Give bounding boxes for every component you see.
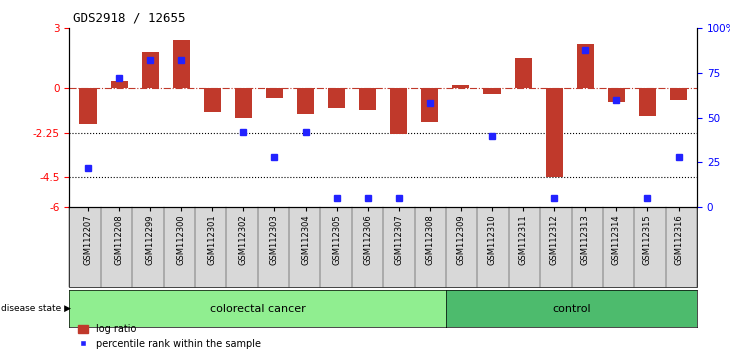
Bar bbox=[639, 88, 656, 116]
Bar bbox=[266, 88, 283, 98]
Legend: log ratio, percentile rank within the sample: log ratio, percentile rank within the sa… bbox=[74, 320, 264, 353]
Bar bbox=[359, 88, 376, 110]
Bar bbox=[608, 88, 625, 102]
Text: control: control bbox=[553, 304, 591, 314]
Text: colorectal cancer: colorectal cancer bbox=[210, 304, 306, 314]
Text: GDS2918 / 12655: GDS2918 / 12655 bbox=[73, 12, 185, 25]
Bar bbox=[670, 88, 687, 100]
Bar bbox=[328, 88, 345, 108]
Bar bbox=[577, 44, 593, 88]
Bar bbox=[483, 88, 501, 94]
Bar bbox=[391, 88, 407, 133]
Bar bbox=[545, 88, 563, 177]
Bar bbox=[297, 88, 314, 114]
Bar bbox=[142, 52, 158, 88]
Bar bbox=[80, 88, 96, 124]
Bar bbox=[173, 40, 190, 88]
Bar bbox=[421, 88, 439, 122]
Bar bbox=[204, 88, 221, 112]
Bar bbox=[235, 88, 252, 118]
Bar bbox=[110, 81, 128, 88]
Bar bbox=[515, 58, 531, 88]
Text: disease state ▶: disease state ▶ bbox=[1, 304, 71, 313]
Bar bbox=[453, 85, 469, 88]
